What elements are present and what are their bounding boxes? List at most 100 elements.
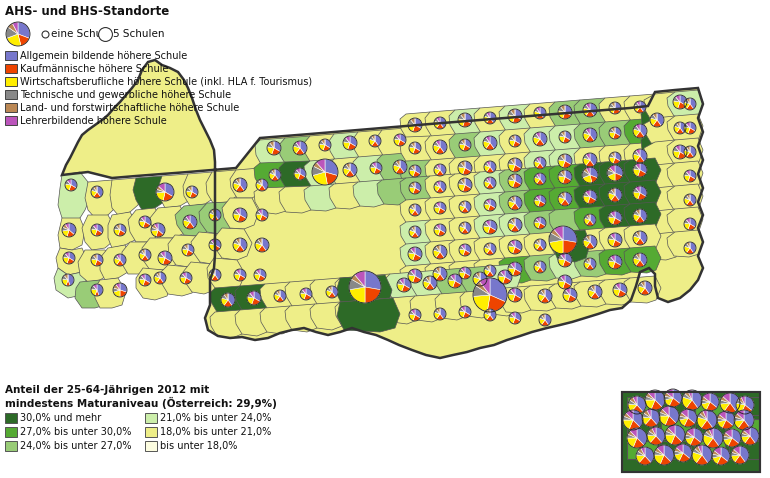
Wedge shape <box>513 165 521 172</box>
Wedge shape <box>509 317 515 324</box>
Wedge shape <box>628 400 637 405</box>
Wedge shape <box>537 158 540 163</box>
Wedge shape <box>355 271 365 287</box>
Wedge shape <box>272 148 280 155</box>
Polygon shape <box>667 138 703 165</box>
Wedge shape <box>590 103 597 116</box>
Wedge shape <box>590 235 597 248</box>
Wedge shape <box>537 179 544 185</box>
Wedge shape <box>411 210 419 216</box>
Polygon shape <box>279 186 316 213</box>
Wedge shape <box>540 217 546 226</box>
Wedge shape <box>695 446 702 455</box>
Wedge shape <box>565 154 572 164</box>
Wedge shape <box>537 245 544 251</box>
Wedge shape <box>668 425 675 435</box>
Polygon shape <box>400 264 436 291</box>
Wedge shape <box>67 179 71 185</box>
Wedge shape <box>511 174 515 181</box>
Wedge shape <box>434 246 440 252</box>
Wedge shape <box>71 179 77 188</box>
Wedge shape <box>633 154 640 162</box>
Polygon shape <box>624 224 661 251</box>
Polygon shape <box>599 96 636 124</box>
Wedge shape <box>540 107 546 118</box>
Wedge shape <box>558 107 565 112</box>
Wedge shape <box>215 239 221 248</box>
Wedge shape <box>536 139 544 146</box>
Wedge shape <box>67 258 74 264</box>
Wedge shape <box>397 280 404 285</box>
Wedge shape <box>508 223 515 231</box>
Wedge shape <box>680 145 687 155</box>
Polygon shape <box>599 248 636 275</box>
Wedge shape <box>484 269 490 276</box>
Wedge shape <box>325 139 331 148</box>
Wedge shape <box>707 438 719 448</box>
Wedge shape <box>423 281 430 289</box>
Polygon shape <box>641 132 674 161</box>
Wedge shape <box>436 140 440 147</box>
Wedge shape <box>509 136 515 141</box>
Wedge shape <box>487 265 490 271</box>
Wedge shape <box>565 275 572 285</box>
Wedge shape <box>634 102 640 107</box>
Wedge shape <box>410 269 415 276</box>
Wedge shape <box>458 163 465 168</box>
Wedge shape <box>696 455 708 465</box>
Wedge shape <box>654 455 664 464</box>
Wedge shape <box>561 255 565 260</box>
Wedge shape <box>587 220 594 226</box>
Wedge shape <box>613 158 620 164</box>
Wedge shape <box>486 143 494 150</box>
Polygon shape <box>168 235 205 267</box>
Wedge shape <box>453 281 461 288</box>
Polygon shape <box>599 160 636 187</box>
Wedge shape <box>141 275 145 280</box>
Wedge shape <box>513 116 521 123</box>
Wedge shape <box>561 154 565 161</box>
Polygon shape <box>449 216 486 243</box>
Wedge shape <box>487 167 494 173</box>
Wedge shape <box>240 208 247 218</box>
Wedge shape <box>511 240 515 247</box>
Wedge shape <box>583 240 590 248</box>
Wedge shape <box>465 201 471 212</box>
Wedge shape <box>684 418 695 427</box>
Wedge shape <box>640 253 647 266</box>
Wedge shape <box>461 207 468 213</box>
Wedge shape <box>209 210 215 215</box>
Wedge shape <box>461 307 465 312</box>
Wedge shape <box>436 204 440 208</box>
Wedge shape <box>433 250 440 258</box>
Wedge shape <box>436 224 440 230</box>
Wedge shape <box>737 410 744 420</box>
Wedge shape <box>591 285 595 292</box>
Wedge shape <box>662 406 669 416</box>
Wedge shape <box>233 210 240 215</box>
Wedge shape <box>67 230 74 237</box>
Wedge shape <box>393 165 400 173</box>
Wedge shape <box>698 413 707 420</box>
Wedge shape <box>628 431 637 438</box>
Wedge shape <box>487 249 494 255</box>
Polygon shape <box>377 178 412 205</box>
Wedge shape <box>515 312 521 321</box>
Bar <box>5 90 17 99</box>
Polygon shape <box>78 250 112 282</box>
Wedge shape <box>539 315 545 320</box>
Wedge shape <box>410 227 415 232</box>
Polygon shape <box>410 270 446 298</box>
Wedge shape <box>69 252 75 261</box>
Wedge shape <box>615 188 622 201</box>
Wedge shape <box>584 262 590 269</box>
Polygon shape <box>310 302 346 330</box>
Wedge shape <box>183 217 190 222</box>
Wedge shape <box>675 447 683 453</box>
Polygon shape <box>310 278 346 306</box>
Wedge shape <box>511 196 515 203</box>
Wedge shape <box>636 124 640 131</box>
Polygon shape <box>214 228 252 260</box>
Wedge shape <box>120 254 126 265</box>
Polygon shape <box>661 397 691 415</box>
